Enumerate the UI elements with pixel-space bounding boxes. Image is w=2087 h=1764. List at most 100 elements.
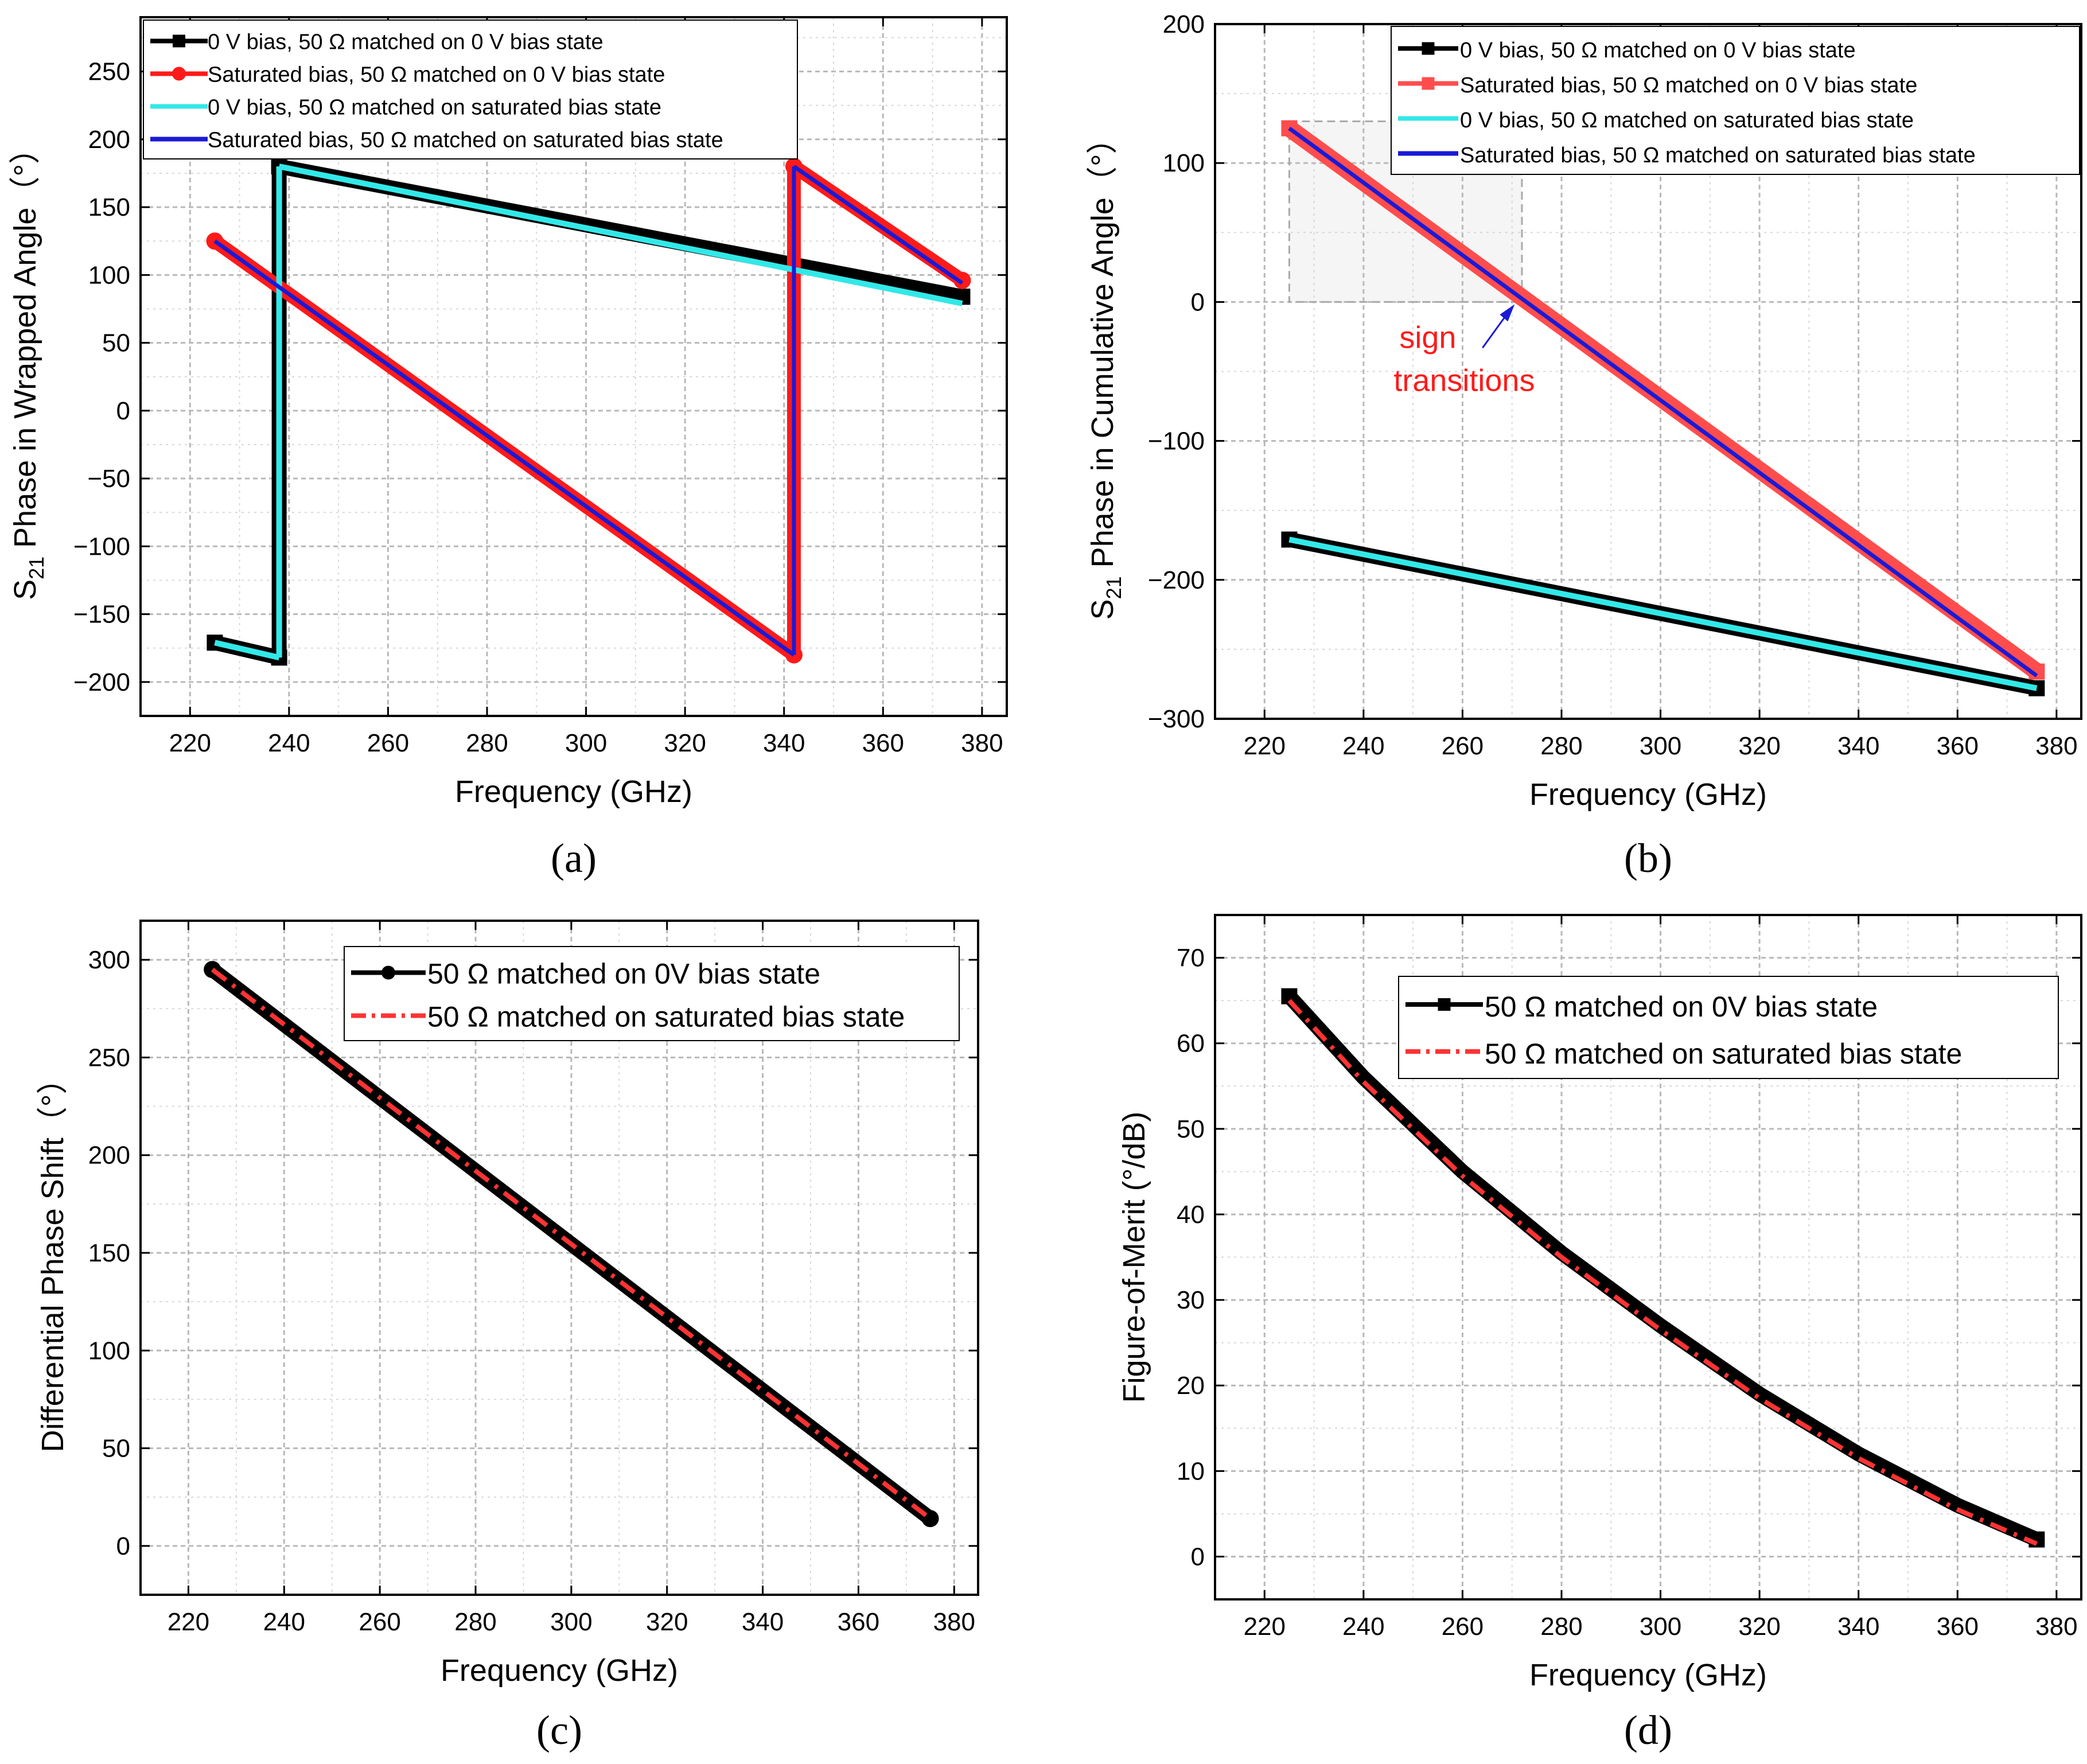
x-tick-label: 220 [1244,732,1286,760]
series-b-3 [1288,536,2038,691]
y-axis-label-main: S [1085,599,1120,620]
plot-frame [139,16,1008,717]
y-tick-label: 60 [1177,1030,1205,1058]
y-tick-label: −50 [87,465,130,493]
plot-frame [1214,23,2082,720]
x-tick-label: 300 [1640,732,1681,760]
y-tick-label: 50 [102,329,130,357]
legend-marker [172,67,186,81]
marker-circle [953,271,971,289]
y-tick-label: 0 [1191,288,1205,316]
y-axis-label-sub: 21 [1102,576,1126,599]
y-axis-label: S21 Phase in Cumulative Angle（°） [1085,123,1126,620]
ticks-c: 220 240 260 280 300 320 340 360 380 0 50 100 150 200 2… [88,921,978,1636]
x-tick-label: 340 [763,729,805,757]
panel-a: 220 240 260 280 300 320 340 360 380 −200 −150 −100 −… [8,16,1008,881]
panel-c: 220 240 260 280 300 320 340 360 380 0 50 100 150 200 2… [36,920,979,1753]
legend-box [344,946,960,1041]
x-tick-label: 300 [565,729,607,757]
y-tick-label: 20 [1177,1372,1205,1400]
x-tick-label: 280 [454,1608,496,1636]
y-tick-label: 50 [1177,1115,1205,1143]
legend-entry: Saturated bias, 50 Ω matched on saturate… [1460,143,1976,168]
y-tick-label: 50 [102,1435,130,1463]
plot-frame [139,920,979,1596]
x-axis-label: Frequency (GHz) [1529,777,1767,812]
series-line-a-4 [792,165,964,285]
x-tick-label: 240 [268,729,310,757]
y-tick-label: −100 [73,532,130,560]
x-tick-label: 300 [1640,1613,1681,1641]
x-tick-label: 340 [742,1608,784,1636]
series-d-2 [1287,999,2038,1546]
series-d-1 [1281,988,2045,1548]
y-tick-label: −300 [1148,705,1205,733]
y-tick-label: −150 [73,601,130,629]
legend-box [143,20,798,159]
legend-d: 50 Ω matched on 0V bias state 50 Ω matche… [1398,976,2059,1079]
x-tick-label: 360 [862,729,904,757]
y-tick-label: 0 [1191,1543,1205,1571]
x-tick-label: 260 [1442,1613,1484,1641]
x-tick-label: 380 [2035,732,2077,760]
series-a-1 [207,158,971,666]
x-tick-label: 240 [1342,732,1384,760]
y-tick-label: 0 [116,397,130,425]
x-tick-label: 220 [1244,1613,1286,1641]
x-tick-label: 360 [1937,732,1979,760]
y-tick-label: 150 [88,1239,130,1267]
y-tick-label: −200 [73,668,130,696]
legend-entry: Saturated bias, 50 Ω matched on saturate… [208,128,723,153]
annotation-line2: transitions [1393,363,1535,398]
panel-b: sign transitions 220 240 260 280 300 320 340 360 3… [1085,10,2082,881]
y-tick-label: 100 [1163,149,1205,177]
legend-marker [381,965,395,980]
series-line-c-2 [211,967,932,1521]
x-axis-label: Frequency (GHz) [1529,1658,1767,1692]
legend-marker [173,34,185,48]
x-tick-label: 360 [1937,1613,1979,1641]
x-tick-label: 240 [263,1608,305,1636]
series-a-3 [214,163,963,661]
series-c-2 [211,967,932,1521]
y-tick-label: 0 [116,1532,130,1560]
series-line-d-2 [1287,999,2038,1546]
y-tick-label: 10 [1177,1457,1205,1485]
panel-label: (c) [536,1707,582,1753]
y-tick-label: 250 [88,58,130,86]
x-tick-label: 220 [168,1608,209,1636]
series-a-4 [213,165,964,657]
x-tick-label: 300 [550,1608,592,1636]
y-tick-label: 300 [88,946,130,974]
legend-box [1398,976,2059,1079]
x-axis-label: Frequency (GHz) [455,774,692,809]
legend-entry: 0 V bias, 50 Ω matched on saturated bias… [208,96,661,120]
x-tick-label: 360 [838,1608,879,1636]
x-tick-label: 380 [933,1608,975,1636]
legend-entry: 0 V bias, 50 Ω matched on saturated bias… [1460,108,1914,133]
panel-label: (d) [1624,1707,1672,1753]
legend-marker [1438,998,1451,1011]
series-line-d-1 [1283,991,2040,1547]
legend-entry: 50 Ω matched on 0V bias state [1485,991,1878,1023]
x-tick-label: 380 [961,729,1003,757]
x-axis-label: Frequency (GHz) [441,1653,678,1688]
y-tick-label: 200 [88,1142,130,1170]
x-tick-label: 260 [1442,732,1484,760]
series-line-a-3 [278,163,963,306]
x-tick-label: 280 [466,729,508,757]
y-tick-label: 200 [1163,10,1205,38]
y-tick-label: 250 [88,1043,130,1072]
y-axis-label: S21 Phase in Wrapped Angle（°） [8,133,48,600]
y-tick-label: 40 [1177,1201,1205,1229]
ticks-b: 220 240 260 280 300 320 340 360 380 −300 −200 −100 0… [1148,10,2081,760]
series-line-b-4 [1288,126,2038,677]
y-tick-label: 100 [88,1337,130,1365]
y-tick-label: 70 [1177,944,1205,972]
legend-entry: 50 Ω matched on 0V bias state [427,958,820,990]
x-tick-label: 380 [2035,1613,2077,1641]
y-tick-label: 30 [1177,1286,1205,1314]
x-tick-label: 320 [1738,1613,1780,1641]
legend-box [1391,26,2080,175]
